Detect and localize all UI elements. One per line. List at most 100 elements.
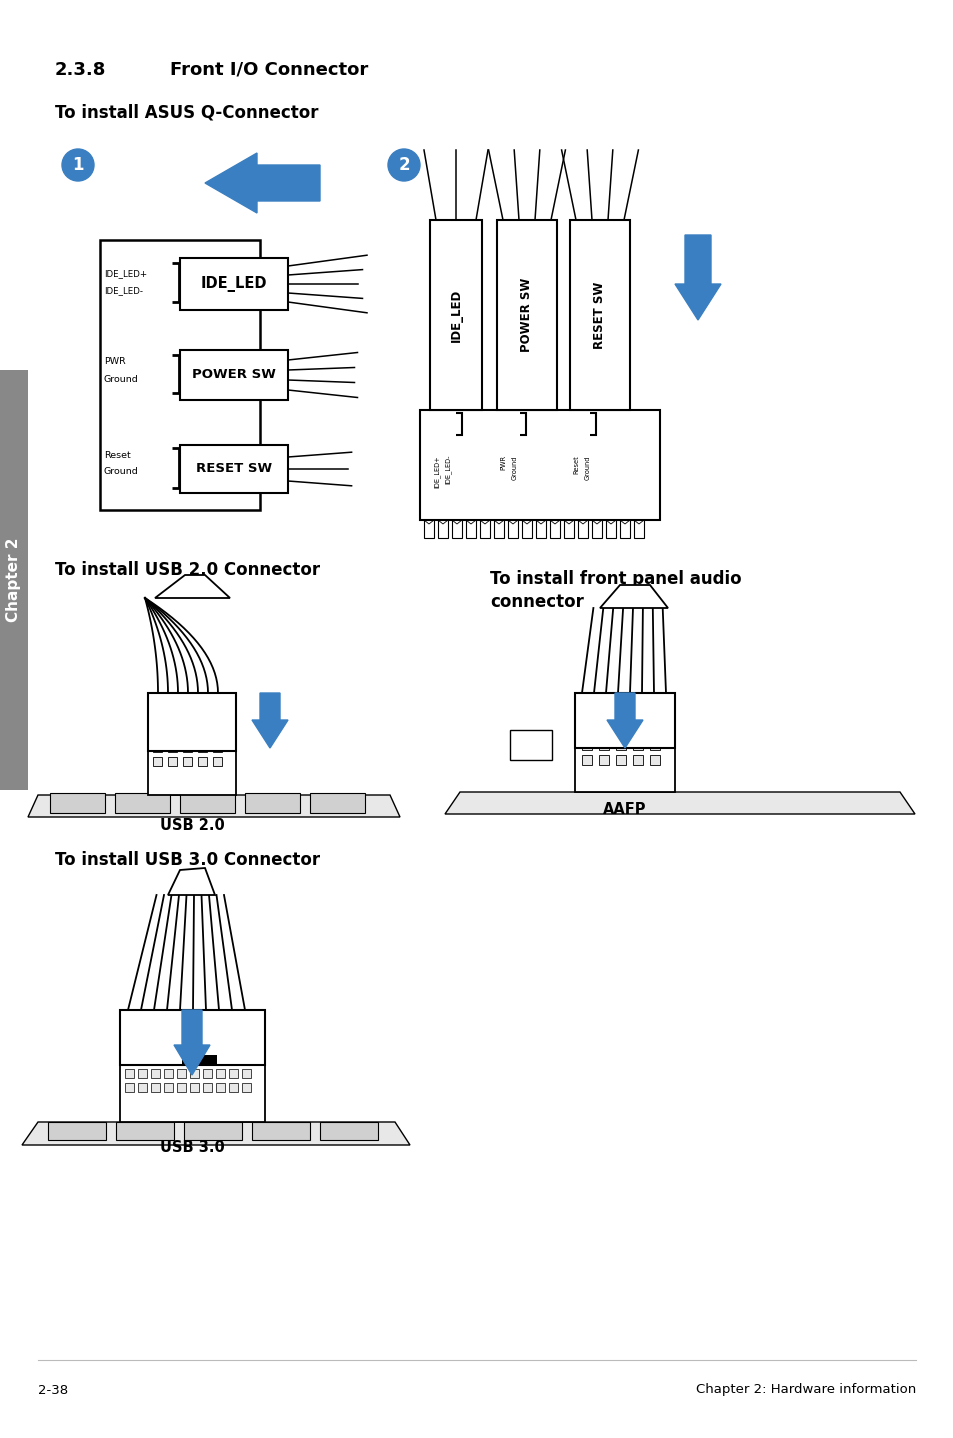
FancyBboxPatch shape (616, 741, 625, 751)
Text: RESET SW: RESET SW (593, 282, 606, 348)
Text: Reset: Reset (104, 450, 131, 460)
FancyBboxPatch shape (507, 521, 517, 538)
Text: Ground: Ground (584, 454, 590, 479)
FancyBboxPatch shape (125, 1068, 133, 1078)
FancyBboxPatch shape (252, 1122, 310, 1140)
Text: AAFP: AAFP (602, 802, 646, 817)
FancyBboxPatch shape (494, 521, 503, 538)
Text: To install USB 3.0 Connector: To install USB 3.0 Connector (55, 851, 320, 869)
FancyBboxPatch shape (550, 521, 559, 538)
FancyBboxPatch shape (120, 1009, 265, 1066)
FancyBboxPatch shape (151, 1068, 160, 1078)
FancyBboxPatch shape (168, 743, 177, 752)
Text: 2-38: 2-38 (38, 1383, 68, 1396)
Text: USB 2.0: USB 2.0 (159, 817, 224, 833)
FancyBboxPatch shape (245, 792, 299, 812)
FancyBboxPatch shape (148, 741, 235, 795)
FancyBboxPatch shape (437, 521, 448, 538)
FancyBboxPatch shape (0, 370, 28, 789)
FancyBboxPatch shape (242, 1083, 251, 1091)
FancyBboxPatch shape (190, 1083, 199, 1091)
FancyBboxPatch shape (177, 1083, 186, 1091)
FancyBboxPatch shape (479, 521, 490, 538)
Circle shape (388, 150, 419, 181)
FancyBboxPatch shape (190, 1068, 199, 1078)
FancyBboxPatch shape (152, 743, 162, 752)
Text: To install ASUS Q-Connector: To install ASUS Q-Connector (55, 104, 318, 121)
FancyBboxPatch shape (592, 521, 601, 538)
Text: RESET SW: RESET SW (195, 463, 272, 476)
Text: PWR: PWR (499, 454, 505, 470)
FancyBboxPatch shape (213, 743, 222, 752)
Text: To install USB 2.0 Connector: To install USB 2.0 Connector (55, 561, 320, 580)
FancyBboxPatch shape (229, 1068, 237, 1078)
FancyArrow shape (173, 1009, 210, 1076)
Text: POWER SW: POWER SW (520, 278, 533, 352)
FancyBboxPatch shape (115, 792, 170, 812)
Text: Ground: Ground (104, 467, 138, 476)
FancyBboxPatch shape (138, 1083, 147, 1091)
Polygon shape (599, 585, 667, 608)
Text: Ground: Ground (104, 375, 138, 384)
Text: Chapter 2: Chapter 2 (7, 538, 22, 623)
FancyBboxPatch shape (50, 792, 105, 812)
FancyBboxPatch shape (177, 1068, 186, 1078)
FancyBboxPatch shape (182, 1055, 216, 1066)
FancyBboxPatch shape (242, 1068, 251, 1078)
FancyBboxPatch shape (578, 521, 587, 538)
Text: Front I/O Connector: Front I/O Connector (170, 60, 368, 79)
Text: 2: 2 (397, 155, 410, 174)
FancyBboxPatch shape (423, 521, 434, 538)
FancyBboxPatch shape (569, 220, 629, 410)
FancyBboxPatch shape (184, 1122, 242, 1140)
Text: IDE_LED: IDE_LED (200, 276, 267, 292)
FancyBboxPatch shape (183, 743, 192, 752)
Text: 2.3.8: 2.3.8 (55, 60, 107, 79)
Text: 1: 1 (72, 155, 84, 174)
FancyBboxPatch shape (120, 1063, 265, 1122)
FancyBboxPatch shape (164, 1068, 172, 1078)
FancyBboxPatch shape (465, 521, 476, 538)
FancyBboxPatch shape (203, 1068, 212, 1078)
Text: IDE_LED-: IDE_LED- (444, 454, 451, 485)
FancyBboxPatch shape (575, 693, 675, 748)
FancyBboxPatch shape (521, 521, 532, 538)
FancyBboxPatch shape (633, 741, 642, 751)
FancyBboxPatch shape (198, 756, 207, 766)
FancyBboxPatch shape (497, 220, 557, 410)
Text: IDE_LED: IDE_LED (449, 289, 462, 342)
Text: Reset: Reset (573, 454, 578, 473)
FancyBboxPatch shape (419, 410, 659, 521)
Text: To install front panel audio
connector: To install front panel audio connector (490, 569, 740, 611)
FancyBboxPatch shape (319, 1122, 377, 1140)
Text: IDE_LED-: IDE_LED- (104, 286, 143, 295)
FancyBboxPatch shape (148, 693, 235, 751)
FancyBboxPatch shape (229, 1083, 237, 1091)
FancyArrow shape (252, 693, 288, 748)
FancyBboxPatch shape (633, 755, 642, 765)
FancyBboxPatch shape (598, 741, 608, 751)
Text: IDE_LED+: IDE_LED+ (434, 454, 440, 487)
FancyBboxPatch shape (310, 792, 365, 812)
FancyBboxPatch shape (180, 792, 234, 812)
FancyBboxPatch shape (619, 521, 629, 538)
FancyBboxPatch shape (198, 743, 207, 752)
FancyBboxPatch shape (215, 1083, 225, 1091)
FancyBboxPatch shape (180, 257, 288, 311)
Polygon shape (154, 575, 230, 598)
FancyBboxPatch shape (598, 755, 608, 765)
FancyBboxPatch shape (180, 444, 288, 493)
Text: POWER SW: POWER SW (192, 368, 275, 381)
FancyBboxPatch shape (215, 1068, 225, 1078)
Polygon shape (444, 792, 914, 814)
FancyBboxPatch shape (616, 755, 625, 765)
FancyBboxPatch shape (203, 1083, 212, 1091)
FancyBboxPatch shape (563, 521, 574, 538)
FancyBboxPatch shape (605, 521, 616, 538)
FancyBboxPatch shape (100, 240, 260, 510)
FancyBboxPatch shape (138, 1068, 147, 1078)
FancyBboxPatch shape (581, 741, 592, 751)
FancyBboxPatch shape (510, 731, 552, 761)
FancyBboxPatch shape (180, 349, 288, 400)
FancyBboxPatch shape (168, 756, 177, 766)
